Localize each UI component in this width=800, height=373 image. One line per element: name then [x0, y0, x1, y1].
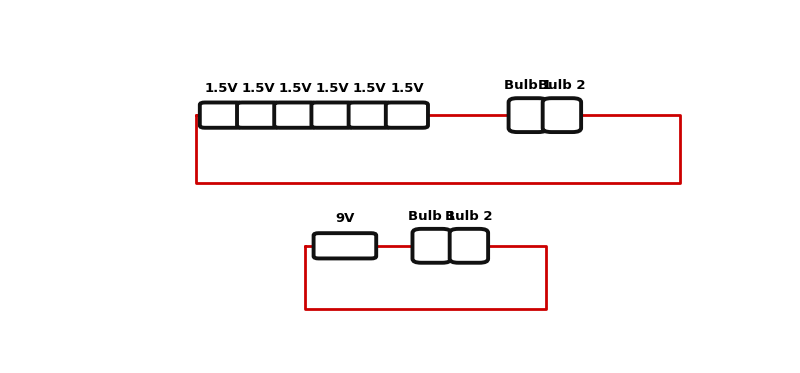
FancyBboxPatch shape — [314, 233, 376, 258]
FancyBboxPatch shape — [200, 103, 242, 128]
FancyBboxPatch shape — [542, 98, 581, 132]
FancyBboxPatch shape — [386, 103, 428, 128]
FancyBboxPatch shape — [509, 98, 547, 132]
Text: Bulb 1: Bulb 1 — [408, 210, 455, 223]
Text: Bulb 2: Bulb 2 — [538, 79, 586, 92]
FancyBboxPatch shape — [237, 103, 279, 128]
FancyBboxPatch shape — [349, 103, 390, 128]
Text: 1.5V: 1.5V — [204, 82, 238, 95]
FancyBboxPatch shape — [274, 103, 316, 128]
Text: 1.5V: 1.5V — [242, 82, 275, 95]
Text: 1.5V: 1.5V — [278, 82, 312, 95]
FancyBboxPatch shape — [413, 229, 451, 263]
Text: 1.5V: 1.5V — [316, 82, 350, 95]
Text: Bulb 1: Bulb 1 — [504, 79, 551, 92]
FancyBboxPatch shape — [311, 103, 354, 128]
Text: Bulb 2: Bulb 2 — [445, 210, 493, 223]
Text: 9V: 9V — [335, 212, 354, 225]
Text: 1.5V: 1.5V — [390, 82, 424, 95]
Text: 1.5V: 1.5V — [353, 82, 386, 95]
FancyBboxPatch shape — [450, 229, 488, 263]
